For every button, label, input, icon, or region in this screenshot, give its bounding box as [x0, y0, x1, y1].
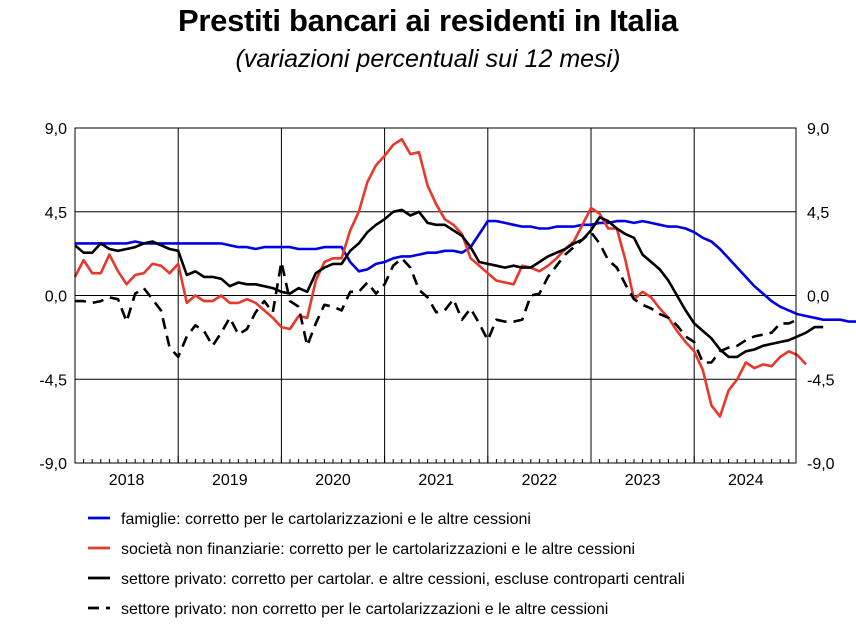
legend: famiglie: corretto per le cartolarizzazi… [88, 511, 685, 618]
legend-label-4: settore privato: non corretto per le car… [121, 601, 608, 618]
x-tick-label: 2018 [109, 472, 145, 489]
x-tick-label: 2022 [522, 472, 558, 489]
y-tick-label-left: -9,0 [39, 456, 67, 473]
y-tick-label-right: 9,0 [807, 121, 829, 138]
legend-label-2: società non finanziarie: corretto per le… [121, 541, 635, 558]
plot-frame [74, 127, 797, 464]
axis-layer: 9,0 9,0 4,5 4,5 0,0 0,0 -4,5 -4,5 -9,0 -9,0 2018 20… [39, 121, 834, 489]
series-line-2 [73, 137, 807, 418]
series-layer [73, 137, 856, 418]
y-tick-label-left: 0,0 [45, 289, 67, 306]
y-tick-label-right: 0,0 [807, 289, 829, 306]
legend-label-1: famiglie: corretto per le cartolarizzazi… [121, 511, 531, 528]
y-tick-label-right: -4,5 [807, 372, 835, 389]
x-tick-label: 2021 [418, 472, 454, 489]
y-tick-label-right: -9,0 [807, 456, 835, 473]
x-tick-label: 2020 [315, 472, 351, 489]
y-tick-label-right: 4,5 [807, 205, 829, 222]
series-line-1 [75, 219, 856, 323]
chart-subtitle: (variazioni percentuali sui 12 mesi) [235, 45, 621, 73]
x-tick-label: 2024 [728, 472, 764, 489]
y-tick-label-left: -4,5 [39, 372, 67, 389]
x-tick-label: 2019 [212, 472, 248, 489]
legend-label-3: settore privato: corretto per cartolar. … [121, 571, 685, 588]
y-tick-label-left: 4,5 [45, 205, 67, 222]
chart-title: Prestiti bancari ai residenti in Italia [178, 3, 678, 38]
grid-layer [75, 128, 796, 463]
series-line-3 [74, 208, 824, 359]
series-line-4 [75, 230, 798, 364]
y-tick-label-left: 9,0 [45, 121, 67, 138]
x-tick-label: 2023 [625, 472, 661, 489]
